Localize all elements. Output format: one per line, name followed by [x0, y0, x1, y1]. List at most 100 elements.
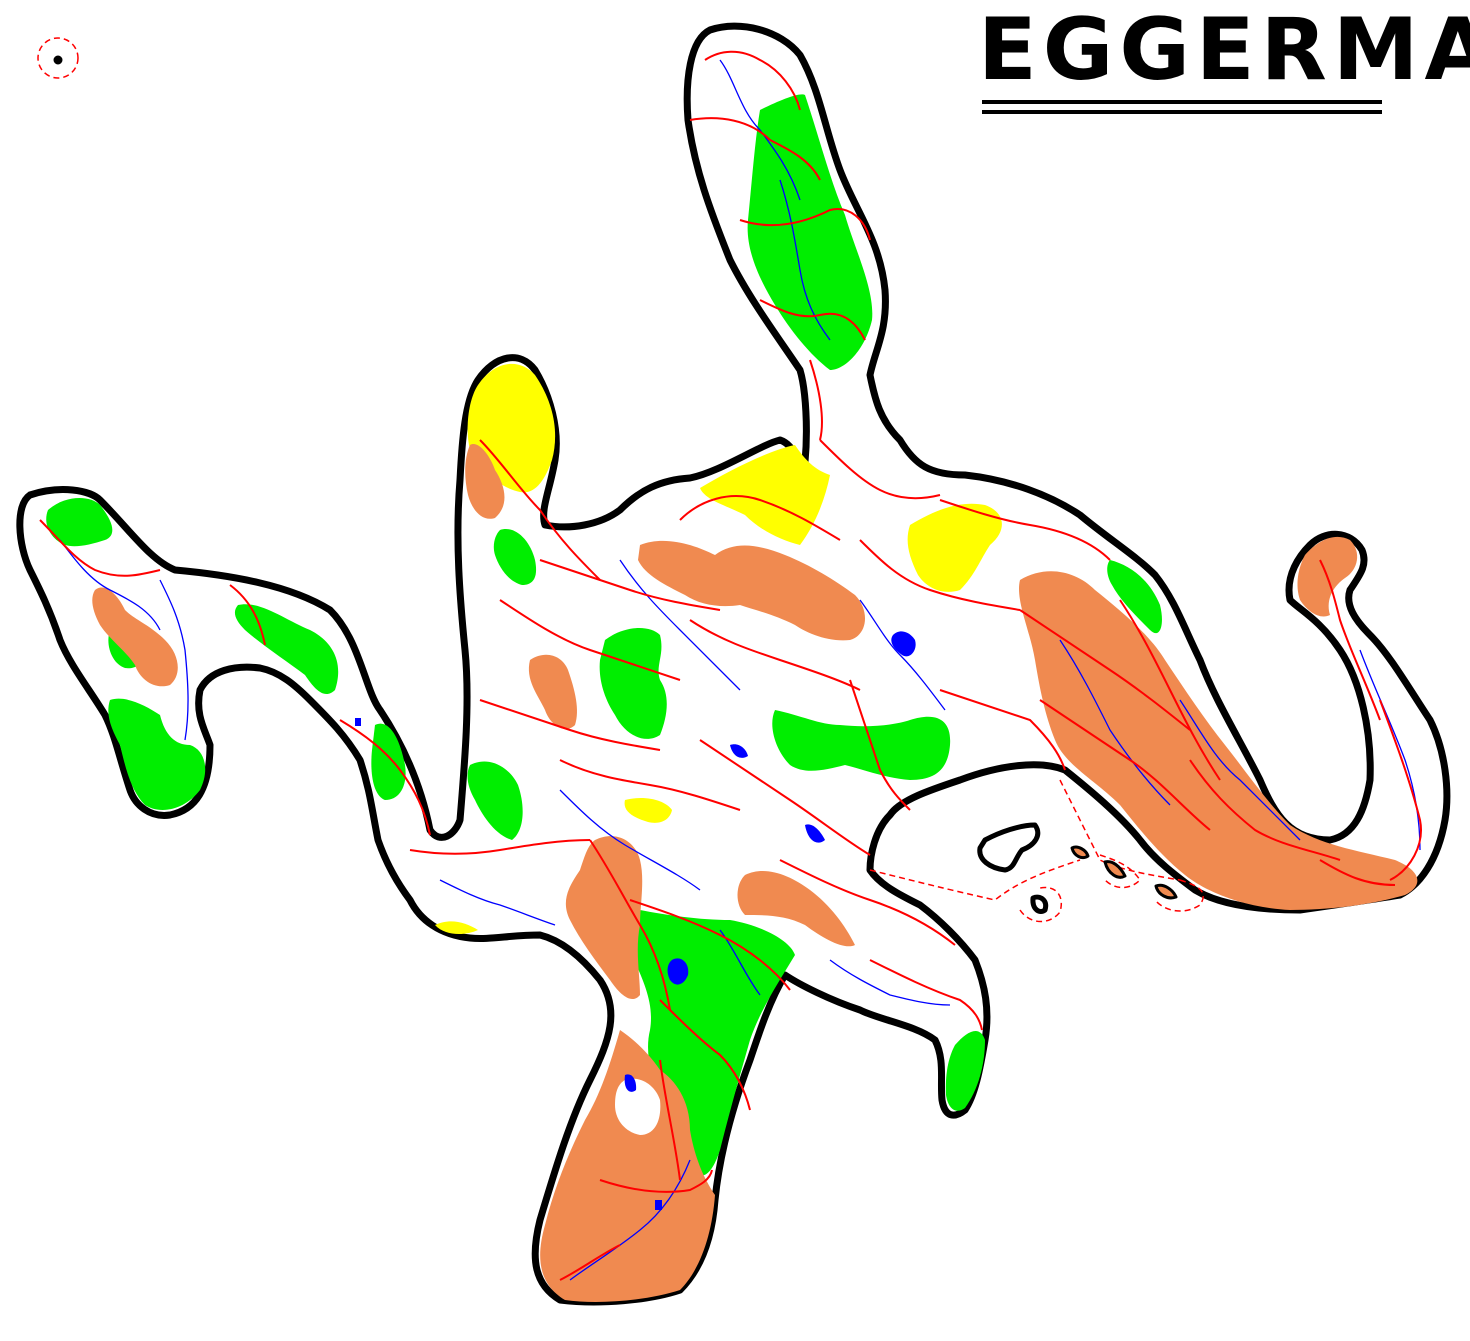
island: [977, 822, 1041, 873]
forest-area: [1107, 560, 1162, 634]
mainland-coast: [16, 22, 1451, 1306]
road: [704, 50, 801, 111]
road: [499, 599, 681, 681]
road: [1379, 699, 1422, 881]
mountain-area: [565, 836, 643, 1000]
road: [739, 208, 871, 241]
lake: [355, 718, 361, 726]
lake: [891, 631, 916, 657]
river: [59, 539, 161, 631]
mountain-area: [540, 1030, 715, 1302]
desert-area: [700, 445, 830, 545]
river: [569, 1159, 691, 1281]
lake: [667, 958, 689, 985]
road: [689, 619, 861, 691]
road: [1319, 859, 1396, 886]
river: [1359, 649, 1421, 851]
road: [939, 689, 1066, 771]
road: [779, 859, 956, 946]
road: [629, 899, 791, 991]
title-underline: [982, 100, 1382, 104]
island: [1103, 860, 1127, 879]
mountain-area: [638, 540, 866, 641]
road: [819, 439, 941, 500]
mountain-area: [528, 654, 578, 730]
island: [1070, 845, 1090, 860]
road: [699, 739, 871, 856]
forest-area: [371, 723, 406, 800]
road: [869, 959, 983, 1031]
lake: [730, 744, 748, 758]
title-underline: [982, 110, 1382, 114]
forest-area: [493, 529, 537, 585]
river: [1179, 699, 1301, 841]
lake: [805, 824, 825, 843]
river: [619, 559, 741, 691]
road: [409, 839, 591, 855]
desert-area: [907, 503, 1002, 592]
road: [539, 559, 721, 611]
forest-area: [772, 710, 951, 780]
roads: [39, 50, 1422, 1281]
mountain-regions: [92, 444, 1418, 1302]
map-title-block: EGGERMA: [978, 4, 1470, 116]
road: [1319, 559, 1381, 721]
road: [849, 679, 911, 811]
river: [859, 599, 946, 711]
road: [759, 299, 866, 341]
river: [439, 879, 556, 926]
forest-area: [599, 628, 667, 739]
forest-area: [46, 498, 113, 547]
island: [1154, 883, 1178, 900]
road: [859, 539, 1021, 611]
forest-area: [945, 1030, 985, 1111]
road: [559, 1244, 621, 1281]
road: [1189, 759, 1341, 861]
sea-route: [1154, 879, 1204, 912]
mountain-area: [465, 444, 505, 519]
river: [559, 789, 701, 891]
lake: [624, 1074, 637, 1092]
lakes: [355, 631, 916, 1210]
road: [39, 519, 161, 577]
sea-routes: [37, 37, 1204, 923]
road: [599, 1169, 713, 1193]
river: [719, 59, 801, 201]
road: [559, 759, 741, 811]
river: [1059, 639, 1171, 806]
road: [1119, 599, 1221, 781]
forest-area: [467, 761, 523, 840]
river: [159, 579, 189, 741]
sea-route-ring: [37, 37, 79, 79]
road: [659, 999, 751, 1111]
forest-area: [747, 94, 873, 370]
island: [53, 55, 63, 65]
road: [679, 495, 841, 541]
road: [1039, 699, 1211, 831]
lake: [655, 1200, 662, 1210]
forest-area: [108, 698, 206, 810]
landmass: [16, 22, 1451, 1306]
sea-route: [1019, 886, 1062, 923]
clearings: [615, 1078, 661, 1135]
desert-area: [435, 921, 478, 935]
sea-route: [1099, 854, 1141, 889]
sea-route: [1059, 779, 1181, 881]
clearing: [615, 1078, 661, 1135]
river: [779, 179, 831, 341]
mountain-area: [737, 870, 855, 947]
road: [689, 117, 821, 181]
road: [659, 1059, 681, 1181]
road: [479, 699, 661, 751]
islands: [53, 55, 1178, 914]
sea-route: [869, 859, 1081, 901]
mountain-area: [92, 587, 178, 687]
road: [809, 359, 823, 441]
road: [339, 719, 431, 836]
river: [719, 929, 761, 996]
road: [939, 499, 1111, 561]
road: [1019, 609, 1191, 731]
road: [479, 439, 601, 581]
road: [589, 839, 671, 1011]
